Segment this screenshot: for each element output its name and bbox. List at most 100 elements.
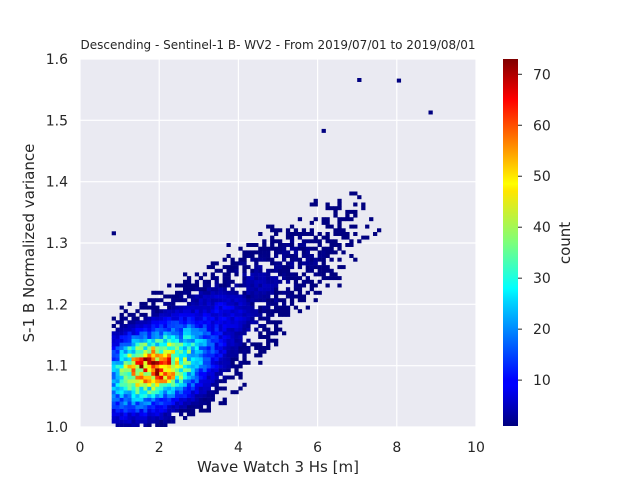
heatmap-cell: [163, 416, 168, 420]
heatmap-cell: [115, 357, 120, 362]
heatmap-cell: [222, 379, 227, 384]
heatmap-cell: [151, 353, 156, 358]
heatmap-cell: [127, 368, 132, 373]
heatmap-cell: [206, 320, 211, 325]
heatmap-cell: [183, 309, 188, 314]
heatmap-cell: [250, 279, 255, 284]
heatmap-cell: [171, 335, 176, 339]
heatmap-cell: [123, 327, 128, 332]
heatmap-cell: [186, 309, 192, 314]
heatmap-cell: [317, 279, 322, 284]
heatmap-cell: [297, 232, 303, 236]
heatmap-cell: [119, 338, 124, 343]
heatmap-cell: [321, 254, 326, 258]
heatmap-cell: [238, 261, 243, 266]
heatmap-cell: [321, 268, 326, 273]
heatmap-cell: [198, 371, 204, 376]
heatmap-cell: [171, 416, 176, 420]
heatmap-cell: [238, 312, 243, 317]
heatmap-cell: [266, 287, 271, 292]
heatmap-cell: [238, 349, 243, 354]
heatmap-cell: [218, 371, 223, 376]
heatmap-cell: [139, 324, 144, 328]
heatmap-cell: [202, 360, 208, 365]
heatmap-cell: [155, 349, 160, 354]
heatmap-cell: [214, 261, 219, 266]
heatmap-cell: [349, 217, 354, 222]
heatmap-cell: [258, 287, 263, 292]
heatmap-cell: [143, 386, 148, 391]
heatmap-cell: [278, 327, 283, 332]
heatmap-cell: [198, 312, 204, 317]
heatmap-cell: [270, 338, 275, 343]
heatmap-cell: [289, 254, 295, 258]
heatmap-cell: [246, 265, 251, 270]
heatmap-cell: [155, 320, 160, 325]
heatmap-cell: [309, 268, 314, 273]
heatmap-cell: [293, 228, 299, 233]
heatmap-cell: [321, 276, 326, 281]
heatmap-cell: [135, 371, 140, 376]
heatmap-cell: [163, 331, 168, 336]
heatmap-cell: [139, 390, 144, 395]
heatmap-cell: [206, 265, 211, 270]
heatmap-cell: [274, 283, 279, 288]
heatmap-cell: [234, 294, 239, 299]
heatmap-cell: [210, 309, 215, 314]
heatmap-cell: [258, 254, 263, 258]
heatmap-cell: [194, 309, 200, 314]
heatmap-cell: [345, 209, 350, 214]
heatmap-cell: [222, 312, 227, 317]
heatmap-cell: [163, 312, 168, 317]
heatmap-cell: [175, 379, 180, 384]
heatmap-cell: [167, 412, 172, 417]
heatmap-cell: [242, 324, 247, 328]
heatmap-cell: [254, 265, 259, 270]
heatmap-cell: [234, 346, 239, 350]
heatmap-cell: [143, 360, 148, 365]
heatmap-cell: [167, 386, 172, 391]
heatmap-cell: [270, 298, 275, 303]
heatmap-cell: [230, 301, 235, 306]
heatmap-cell: [266, 316, 271, 321]
heatmap-cell: [171, 327, 176, 332]
heatmap-cell: [155, 397, 160, 402]
heatmap-cell: [222, 320, 227, 325]
heatmap-cell: [246, 290, 251, 295]
heatmap-cell: [266, 290, 271, 295]
heatmap-cell: [226, 342, 231, 347]
heatmap-cell: [238, 364, 243, 369]
heatmap-cell: [194, 346, 200, 350]
heatmap-cell: [179, 393, 184, 398]
heatmap-cell: [139, 375, 144, 380]
heatmap-cell: [373, 232, 378, 236]
heatmap-cell: [179, 412, 184, 417]
heatmap-cell: [159, 316, 164, 321]
heatmap-cell: [186, 346, 192, 350]
heatmap-cell: [159, 349, 164, 354]
heatmap-cell: [250, 298, 255, 303]
heatmap-cell: [285, 309, 291, 314]
heatmap-cell: [218, 401, 223, 406]
heatmap-cell: [167, 419, 172, 424]
heatmap-cell: [155, 419, 160, 424]
heatmap-cell: [155, 375, 160, 380]
heatmap-cell: [325, 235, 330, 240]
heatmap-cell: [135, 349, 140, 354]
heatmap-cell: [210, 397, 215, 402]
heatmap-cell: [278, 265, 283, 270]
heatmap-cell: [179, 346, 184, 350]
heatmap-cell: [115, 416, 120, 420]
heatmap-cell: [119, 408, 124, 413]
heatmap-cell: [218, 309, 223, 314]
heatmap-cell: [242, 305, 247, 310]
heatmap-cell: [183, 298, 188, 303]
heatmap-cell: [159, 357, 164, 362]
heatmap-cell: [167, 331, 172, 336]
x-tick-labels: 0 2 4 6 8 10: [76, 440, 485, 456]
heatmap-cell: [155, 386, 160, 391]
heatmap-cell: [321, 128, 326, 133]
heatmap-cell: [262, 349, 267, 354]
heatmap-cell: [242, 320, 247, 325]
heatmap-cell: [167, 416, 172, 420]
